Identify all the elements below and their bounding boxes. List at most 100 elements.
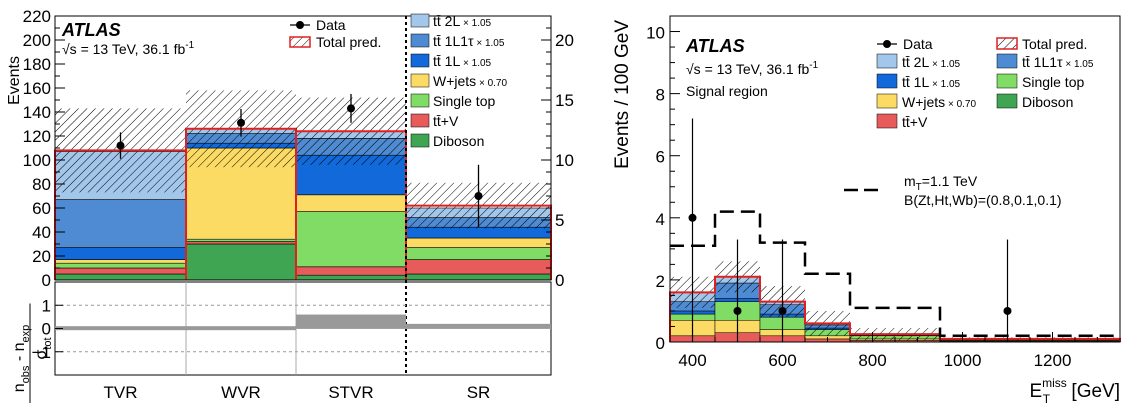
legend-swatch-wjets	[876, 93, 898, 109]
y-axis-label: Events	[6, 56, 23, 105]
x-tick-label: 400	[678, 351, 706, 370]
bar-wvr-singletop	[185, 238, 297, 242]
y2-tick-label: 5	[555, 211, 564, 230]
y-tick-label: 40	[32, 223, 51, 242]
y-tick-label: 0	[656, 334, 665, 353]
legend-total-text: Total pred.	[316, 34, 381, 50]
atlas-label: ATLAS	[685, 36, 745, 56]
legend-swatch-ttbar2L	[410, 13, 430, 28]
legend-entry-label: Diboson	[1022, 94, 1073, 110]
left-panel: 02040608010012014016018020022005101520Ev…	[6, 7, 574, 403]
y-tick-label: 220	[23, 7, 51, 26]
y-tick-label: 60	[32, 199, 51, 218]
y-tick-label: 8	[656, 86, 665, 105]
legend-swatch-ttbar2L	[876, 53, 898, 69]
legend-entry-scale: × 1.05	[1063, 59, 1094, 70]
legend-total-swatch	[996, 37, 1018, 50]
bar-stvr-singletop	[295, 211, 407, 268]
bar-tvr-singletop	[54, 262, 187, 269]
ratio-tick-label: −1	[32, 343, 51, 362]
legend-entry-label: Diboson	[433, 133, 484, 149]
legend-text-singletop: Single top	[433, 93, 495, 109]
y-tick-label: 2	[656, 272, 665, 291]
legend-entry-label: tt̄ 2L	[433, 13, 460, 29]
y-tick-label: 120	[23, 127, 51, 146]
y-tick-label: 10	[646, 24, 665, 43]
legend-entry-scale: × 0.70	[476, 78, 507, 89]
legend-data-text: Data	[316, 17, 346, 33]
ratio-tick-label: 0	[42, 320, 51, 339]
legend-text-ttv: tt̄+V	[433, 113, 459, 129]
energy-sup: -1	[185, 40, 194, 51]
legend-swatch-ttv	[410, 113, 430, 128]
legend-swatch-wjets	[410, 73, 430, 88]
category-label-stvr: STVR	[328, 383, 373, 402]
legend-data-text: Data	[903, 36, 933, 52]
bar-sr-diboson	[405, 273, 552, 281]
y-tick-label: 20	[32, 247, 51, 266]
category-label-wvr: WVR	[221, 383, 261, 402]
legend-text-diboson: Diboson	[1022, 94, 1073, 110]
y-tick-label: 4	[656, 210, 665, 229]
bar-sr-ttv	[405, 259, 552, 275]
legend-entry-label: tt̄ 2L	[902, 54, 929, 70]
y2-tick-label: 10	[555, 151, 574, 170]
signal-line	[670, 210, 1120, 338]
bar-tvr-ttv	[54, 267, 187, 275]
legend-text-wjets: W+jets × 0.70	[902, 94, 976, 110]
signal-t: T	[916, 182, 922, 193]
y-tick-label: 140	[23, 103, 51, 122]
data-point-sr	[474, 192, 483, 200]
x-label-e: E	[1029, 381, 1042, 402]
legend-text-singletop: Single top	[1022, 74, 1084, 90]
data-point-1	[733, 306, 742, 315]
bar-sr-singletop	[405, 247, 552, 260]
ratio-label-n: n	[11, 383, 28, 392]
bar-stvr-diboson	[295, 274, 407, 281]
ratio-tick-label: 1	[42, 296, 51, 315]
ratio-bar-tvr	[55, 326, 186, 331]
ratio-label-sigma: σ	[33, 350, 50, 360]
legend-data-marker	[883, 40, 891, 48]
y-tick-label: 6	[656, 148, 665, 167]
bar-wvr-diboson	[185, 243, 297, 281]
y-tick-label: 180	[23, 55, 51, 74]
energy-sup: -1	[809, 60, 818, 71]
x-tick-label: 600	[768, 351, 796, 370]
y2-tick-label: 20	[555, 31, 574, 50]
x-tick-label: 1000	[944, 351, 982, 370]
y-tick-label: 200	[23, 31, 51, 50]
signal-label-mass: mT=1.1 TeV	[904, 173, 978, 193]
energy-text: √s = 13 TeV, 36.1 fb	[62, 41, 185, 57]
legend-swatch-singletop	[996, 73, 1018, 89]
legend-entry-label: tt̄ 1L	[433, 53, 460, 69]
bar-sr-wjets	[405, 237, 552, 248]
legend-entry-label: Single top	[1022, 74, 1084, 90]
y2-tick-label: 15	[555, 91, 574, 110]
data-point-stvr	[347, 104, 355, 113]
atlas-label: ATLAS	[61, 20, 121, 40]
legend-text-ttv: tt̄+V	[902, 114, 928, 130]
x-tick-label: 1200	[1034, 351, 1072, 370]
region-label: Signal region	[686, 83, 768, 99]
bar-sr-ttbar1L	[405, 226, 552, 239]
ratio-label-minus: - n	[11, 342, 28, 365]
ratio-bar-wvr	[186, 326, 296, 331]
legend-entry-scale: × 1.05	[474, 38, 505, 49]
data-point-2	[778, 306, 787, 315]
legend-entry-label: Single top	[433, 93, 495, 109]
data-point-3	[1003, 306, 1012, 315]
y-tick-label: 160	[23, 79, 51, 98]
legend-swatch-ttbar1L	[876, 73, 898, 89]
legend-entry-scale: × 0.70	[945, 99, 976, 110]
y2-tick-label: 0	[555, 271, 564, 290]
right-panel: 0 2 4 6 8 10 400 600 800 1000 1200 Events / 100 GeV…	[612, 15, 1121, 403]
legend-text-diboson: Diboson	[433, 133, 484, 149]
legend-entry-label: W+jets	[902, 94, 945, 110]
ratio-y-label-numerator: nobs - nexp	[11, 325, 32, 393]
signal-mass-value: =1.1 TeV	[922, 173, 978, 189]
legend-text-ttbar1L: tt̄ 1L × 1.05	[902, 74, 961, 90]
bar-wvr-ttv	[185, 241, 297, 245]
ratio-label-exp: exp	[20, 325, 32, 343]
legend-data-marker	[296, 21, 304, 29]
